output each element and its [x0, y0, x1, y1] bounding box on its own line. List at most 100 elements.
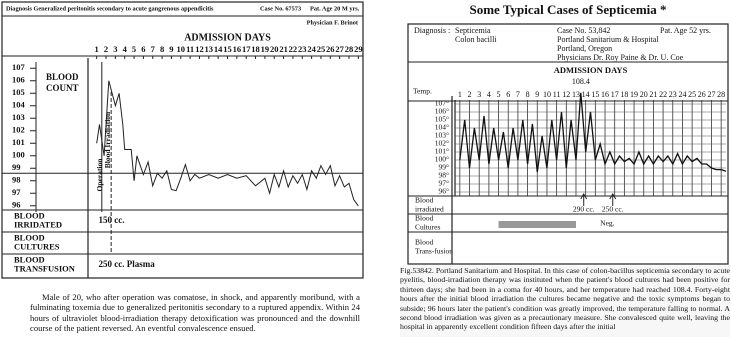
row-note: 150 cc.: [99, 215, 125, 225]
x-axis-label: ADMISSION DAYS: [184, 32, 271, 43]
row-label-line: Cultures: [415, 222, 440, 231]
title: Some Typical Cases of Septicemia *: [469, 2, 666, 17]
x-tick-label: 27: [335, 44, 344, 54]
y-tick-label: 100°: [435, 155, 449, 164]
x-tick-label: 7: [516, 90, 520, 99]
x-tick-label: 23: [298, 44, 307, 54]
x-tick-label: 11: [553, 90, 561, 99]
x-tick-label: 26: [698, 90, 706, 99]
header-text: Pat. Age 52 yrs.: [660, 26, 711, 35]
x-tick-label: 17: [242, 44, 251, 54]
x-tick-label: 28: [345, 44, 354, 54]
row-label-line: Trans-fusion: [415, 246, 453, 255]
header-text: Physicians Dr. Roy Paine & Dr. U. Coe: [557, 53, 684, 62]
y-tick-label: 103°: [435, 131, 449, 140]
y-tick-label: 100: [12, 150, 25, 160]
y-axis-label: Temp.: [413, 87, 432, 96]
caption: Male of 20, who after operation was coma…: [30, 292, 360, 336]
y-tick-label: 99°: [439, 163, 450, 172]
x-tick-label: 6: [141, 44, 145, 54]
y-tick-label: 97: [12, 187, 21, 197]
x-tick-label: 18: [251, 44, 260, 54]
x-tick-label: 10: [543, 90, 551, 99]
x-tick-label: 23: [669, 90, 677, 99]
page: 1234567891011121314151617181920212223242…: [0, 0, 731, 337]
header-text: Diagnosis Generalized peritonitis second…: [6, 5, 214, 12]
x-tick-label: 9: [535, 90, 539, 99]
header-text: Case No. 67573: [260, 5, 301, 12]
y-tick-label: 102: [12, 125, 25, 135]
data-line: [97, 81, 359, 206]
x-tick-label: 16: [233, 44, 242, 54]
x-tick-label: 22: [289, 44, 298, 54]
y-tick-label: 97°: [439, 179, 450, 188]
y-tick-label: 98: [12, 175, 21, 185]
row-label-line: TRANSFUSION: [14, 263, 76, 273]
x-tick-label: 24: [307, 44, 316, 54]
y-tick-label: 101°: [435, 147, 449, 156]
y-tick-label: 99: [12, 162, 21, 172]
x-tick-label: 8: [526, 90, 530, 99]
x-tick-label: 15: [223, 44, 232, 54]
x-tick-label: 26: [326, 44, 335, 54]
x-tick-label: 25: [317, 44, 326, 54]
y-tick-label: 102°: [435, 139, 449, 148]
marker-label: Blood Irradiation: [103, 111, 112, 168]
y-tick-label: 107°: [435, 99, 449, 108]
x-tick-label: 19: [630, 90, 638, 99]
x-tick-label: 14: [214, 44, 223, 54]
row-label-line: CULTURES: [14, 241, 60, 251]
y-tick-label: 103: [12, 112, 25, 122]
x-tick-label: 21: [649, 90, 657, 99]
x-axis-label: ADMISSION DAYS: [554, 65, 628, 75]
x-tick-label: 15: [591, 90, 599, 99]
x-tick-label: 11: [186, 44, 194, 54]
y-tick-label: 105: [12, 87, 25, 97]
row-label-line: irradiated: [415, 204, 444, 213]
culture-band: [499, 221, 576, 228]
x-tick-label: 5: [497, 90, 501, 99]
row-label-line: Blood: [415, 213, 434, 222]
x-tick-label: 14: [582, 90, 590, 99]
y-axis-label-line: COUNT: [46, 83, 79, 93]
annotation: 108.4: [572, 77, 590, 86]
x-tick-label: 7: [151, 44, 156, 54]
header-text: Physician F. Brinot: [307, 19, 359, 26]
x-tick-label: 1: [458, 90, 462, 99]
y-tick-label: 96: [12, 200, 21, 210]
y-tick-label: 104°: [435, 123, 449, 132]
x-tick-label: 5: [132, 44, 136, 54]
header-text: Septicemia: [455, 26, 491, 35]
x-tick-label: 24: [678, 90, 686, 99]
x-tick-label: 6: [506, 90, 510, 99]
row-note: 250 cc. Plasma: [99, 259, 156, 269]
y-tick-label: 106°: [435, 107, 449, 116]
x-tick-label: 1: [95, 44, 99, 54]
y-tick-label: 104: [12, 100, 26, 110]
row-label-line: IRRIDATED: [14, 219, 62, 229]
x-tick-label: 2: [468, 90, 472, 99]
x-tick-label: 16: [601, 90, 609, 99]
x-tick-label: 29: [354, 44, 363, 54]
x-tick-label: 20: [270, 44, 279, 54]
row-label-line: Blood: [415, 237, 434, 246]
y-tick-label: 96°: [439, 187, 450, 196]
x-tick-label: 12: [562, 90, 570, 99]
x-tick-label: 9: [169, 44, 173, 54]
caption: Fig.53842. Portland Sanitarium and Hospi…: [400, 266, 730, 337]
header-text: Diagnosis :: [414, 26, 450, 35]
y-tick-label: 107: [12, 62, 26, 72]
x-tick-label: 21: [279, 44, 288, 54]
header-text: Pat. Age 20 M yrs.: [310, 5, 360, 12]
y-tick-label: 105°: [435, 115, 449, 124]
header-text: Colon bacilli: [455, 35, 497, 44]
x-tick-label: 13: [205, 44, 214, 54]
header-text: Portland Sanitarium & Hospital: [557, 35, 659, 44]
y-tick-label: 106: [12, 75, 25, 85]
